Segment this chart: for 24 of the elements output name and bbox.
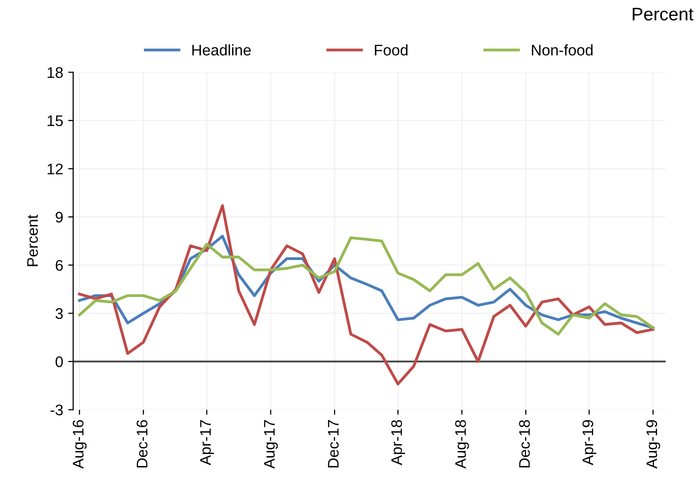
line-series bbox=[78, 204, 654, 386]
x-tick-label: Apr-17 bbox=[200, 420, 214, 466]
y-tick-label: 12 bbox=[48, 164, 63, 174]
legend-label: Food bbox=[374, 44, 408, 56]
y-tick-label: -3 bbox=[50, 404, 63, 416]
legend-label: Non-food bbox=[532, 44, 593, 56]
x-tick-label: Aug-18 bbox=[455, 420, 469, 469]
x-tick-label: Aug-19 bbox=[646, 420, 660, 469]
x-tick-label: Dec-17 bbox=[328, 420, 339, 468]
y-tick-label: 15 bbox=[48, 116, 63, 126]
x-tick-label: Aug-17 bbox=[264, 420, 278, 469]
y-axis-title: Percent bbox=[27, 214, 38, 266]
x-tick-label: Dec-18 bbox=[519, 420, 530, 468]
y-tick-label: 9 bbox=[56, 212, 63, 223]
x-tick-label: Aug-16 bbox=[72, 420, 87, 469]
y-tick-label: 3 bbox=[56, 308, 63, 319]
text: Percent bbox=[632, 8, 694, 20]
y-tick-label: 0 bbox=[56, 356, 63, 368]
y-tick-label: 6 bbox=[56, 260, 63, 271]
x-tick-label: Apr-19 bbox=[582, 420, 596, 466]
y-tick-label: 18 bbox=[48, 67, 63, 78]
x-tick-label: Apr-18 bbox=[391, 420, 406, 466]
x-tick-label: Dec-16 bbox=[136, 420, 148, 468]
legend-label: Headline bbox=[192, 44, 251, 56]
